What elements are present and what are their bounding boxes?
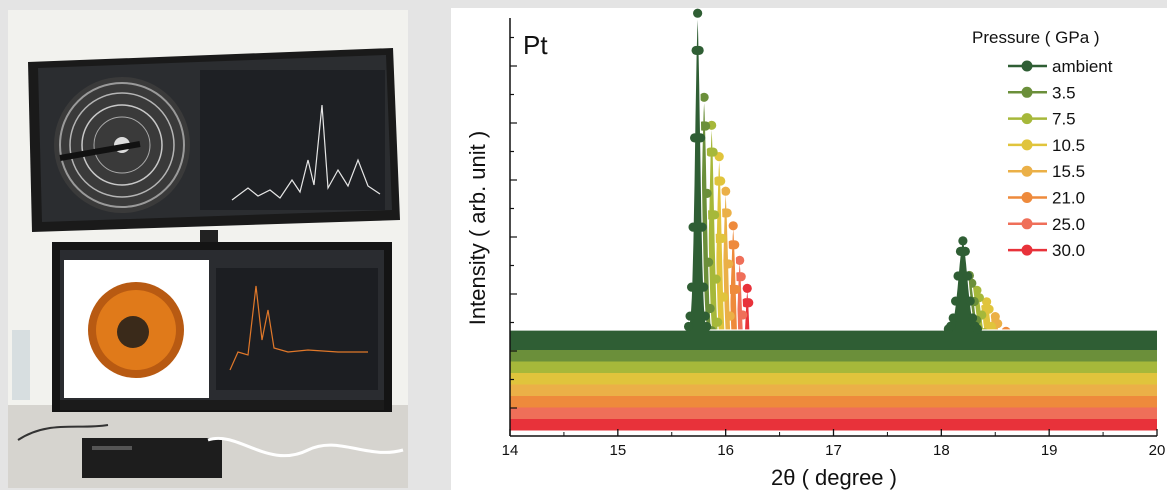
- data-point: [982, 297, 992, 307]
- legend-marker: [1021, 165, 1033, 177]
- x-tick-label: 17: [825, 442, 842, 459]
- data-point: [708, 147, 718, 157]
- y-ticks: [510, 36, 517, 409]
- data-point: [705, 303, 715, 314]
- legend-item-21-0: 21.0: [1008, 189, 1085, 208]
- data-point: [960, 246, 970, 256]
- data-point: [965, 296, 975, 306]
- lab-workstation-photo: [8, 10, 408, 488]
- x-tick-label: 15: [609, 442, 626, 459]
- xrd-chart: 14 15 16 17 18 19 20 Pt 2θ ( degree ) Intensit…: [451, 8, 1167, 490]
- x-axis-title: 2θ ( degree ): [771, 465, 897, 490]
- legend-item-30-0: 30.0: [1008, 241, 1085, 260]
- legend-item-3-5: 3.5: [1008, 83, 1076, 102]
- data-point: [719, 292, 729, 302]
- data-point: [699, 282, 709, 292]
- xrd-chart-panel: 14 15 16 17 18 19 20 Pt 2θ ( degree ) Intensit…: [451, 8, 1167, 490]
- panel-label: Pt: [523, 30, 548, 60]
- data-point: [717, 233, 727, 244]
- data-point: [721, 186, 731, 196]
- data-point: [972, 285, 982, 295]
- data-point: [711, 274, 721, 284]
- legend: Pressure ( GPa ) ambient 3.5 7.5 10.5 15.5 21…: [972, 28, 1113, 260]
- data-point: [728, 221, 738, 231]
- legend-label: 25.0: [1052, 215, 1085, 234]
- data-point: [963, 271, 973, 281]
- data-point: [683, 321, 694, 332]
- legend-item-25-0: 25.0: [1008, 215, 1085, 234]
- data-point: [694, 45, 704, 56]
- data-point: [724, 259, 734, 269]
- legend-marker: [1021, 86, 1033, 98]
- data-point: [710, 210, 720, 220]
- data-point: [700, 311, 710, 321]
- top-monitor: [28, 48, 400, 232]
- data-point: [697, 222, 707, 232]
- data-point: [984, 304, 994, 314]
- data-point: [702, 321, 712, 332]
- data-point: [968, 313, 978, 323]
- data-point: [735, 255, 745, 265]
- data-point: [702, 188, 712, 198]
- data-point: [725, 311, 735, 321]
- data-point: [696, 133, 706, 143]
- legend-marker: [1021, 60, 1033, 72]
- data-point: [958, 236, 968, 246]
- bottom-monitor: [52, 242, 392, 412]
- data-point: [731, 284, 741, 295]
- legend-marker: [1021, 192, 1033, 203]
- desktop-pc: [82, 438, 222, 478]
- x-tick-label: 14: [502, 442, 519, 459]
- legend-title: Pressure ( GPa ): [972, 28, 1100, 47]
- data-point: [693, 8, 703, 18]
- data-point: [686, 282, 697, 292]
- series-layer: [510, 8, 1157, 431]
- data-point: [972, 324, 983, 334]
- legend-label: 10.5: [1052, 136, 1085, 155]
- legend-label: ambient: [1052, 57, 1113, 76]
- photo-illustration: [8, 10, 408, 488]
- data-point: [736, 272, 746, 282]
- x-tick-label: 20: [1149, 442, 1166, 459]
- data-point: [742, 283, 752, 293]
- legend-label: 21.0: [1052, 189, 1085, 208]
- x-tick-label: 18: [933, 442, 950, 459]
- legend-label: 7.5: [1052, 110, 1076, 129]
- data-point: [986, 321, 997, 332]
- y-axis-title: Intensity ( arb. unit ): [465, 131, 490, 325]
- data-point: [990, 312, 1000, 322]
- data-point: [716, 176, 726, 186]
- data-point: [967, 278, 977, 288]
- data-point: [946, 321, 956, 331]
- data-point: [713, 317, 723, 327]
- data-point: [688, 222, 698, 232]
- data-point: [699, 92, 709, 102]
- series-line: [510, 13, 1157, 331]
- data-point: [685, 311, 695, 321]
- series-ambient: [510, 8, 1157, 350]
- legend-item-10-5: 10.5: [1008, 136, 1085, 155]
- data-point: [953, 271, 963, 281]
- legend-item-ambient: ambient: [1008, 57, 1113, 76]
- legend-label: 15.5: [1052, 162, 1085, 181]
- legend-label: 3.5: [1052, 83, 1076, 102]
- legend-marker: [1021, 113, 1033, 125]
- data-point: [701, 121, 711, 131]
- x-ticks: 14 15 16 17 18 19 20: [502, 429, 1166, 459]
- legend-marker: [1021, 244, 1033, 256]
- legend-item-15-5: 15.5: [1008, 162, 1085, 181]
- data-point: [704, 257, 714, 267]
- data-point: [738, 310, 748, 320]
- legend-label: 30.0: [1052, 241, 1085, 260]
- legend-marker: [1021, 218, 1033, 230]
- data-point: [744, 298, 754, 308]
- data-point: [948, 313, 958, 323]
- data-point: [722, 208, 732, 218]
- legend-marker: [1021, 139, 1033, 151]
- data-point: [951, 296, 961, 306]
- x-tick-label: 16: [717, 442, 734, 459]
- x-tick-label: 19: [1041, 442, 1058, 459]
- data-point: [730, 240, 740, 250]
- legend-item-7-5: 7.5: [1008, 110, 1076, 129]
